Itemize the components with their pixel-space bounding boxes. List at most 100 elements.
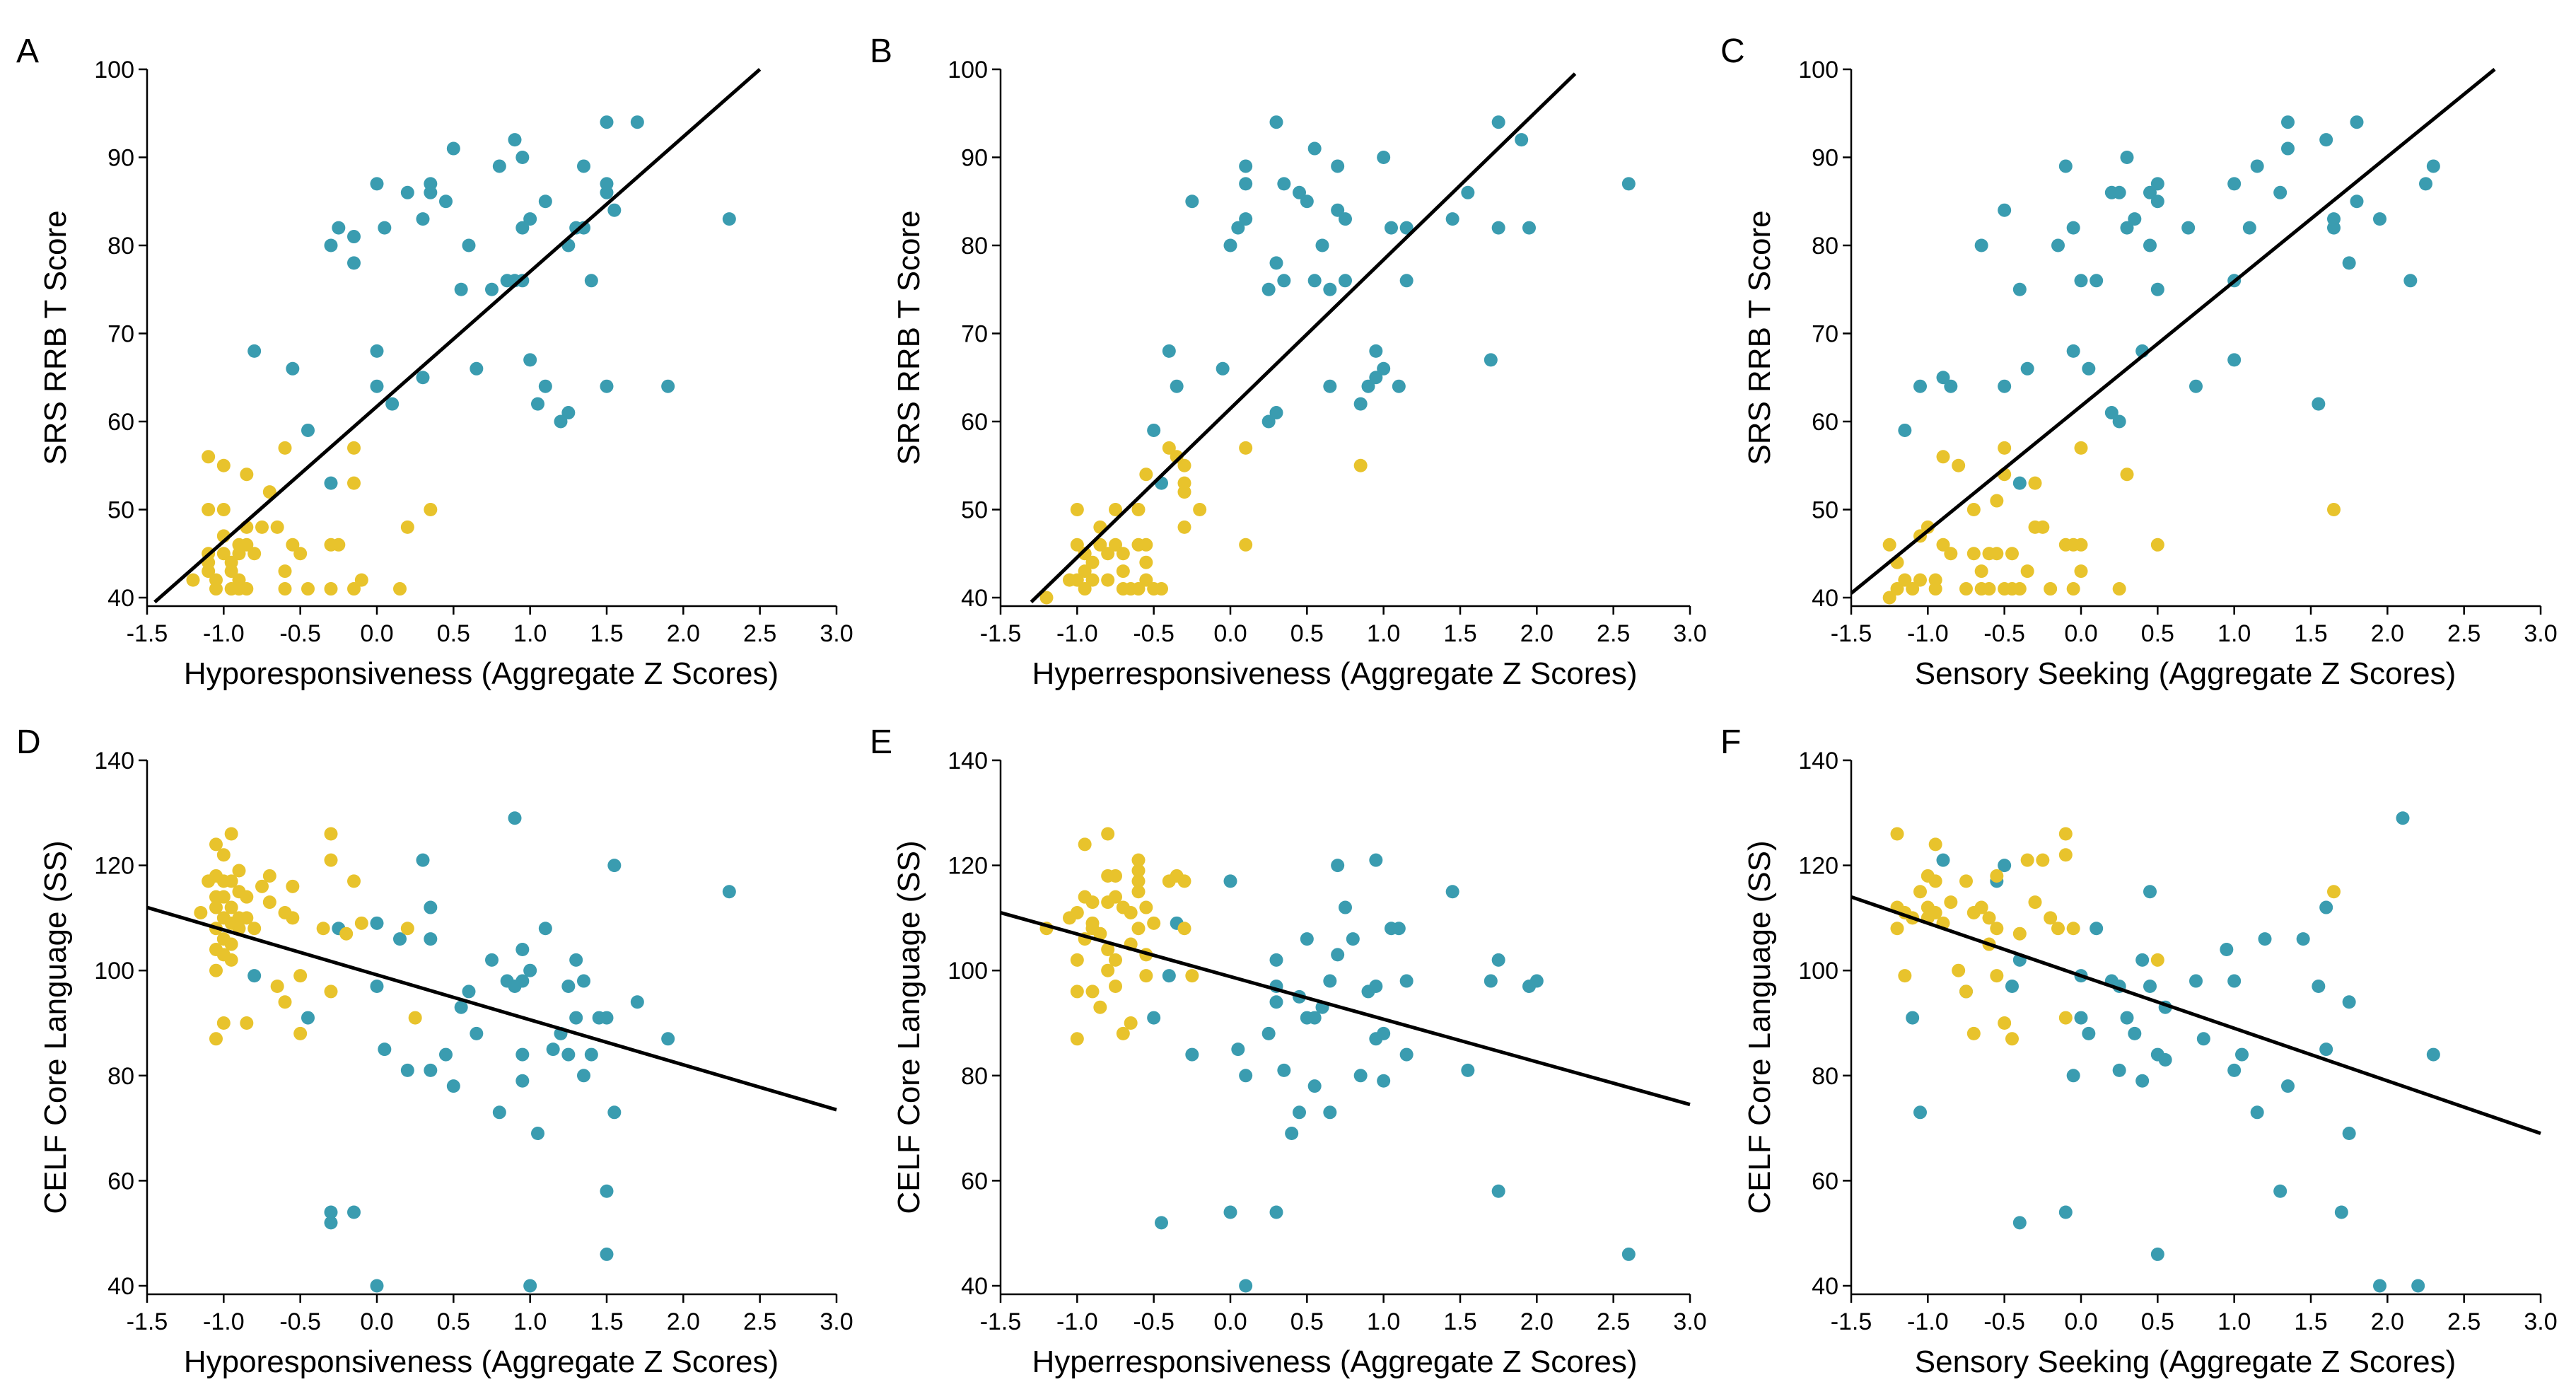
data-point-yellow [1177,520,1191,534]
data-point-teal [1377,361,1391,376]
data-point-yellow [1966,1026,1981,1040]
data-point-teal [485,953,499,967]
data-point-teal [1461,185,1475,199]
data-point-teal [600,185,614,199]
data-point-teal [523,353,537,367]
data-point-teal [1621,1247,1636,1261]
data-point-teal [378,221,392,235]
data-point-yellow [1139,900,1153,914]
data-point-yellow [1085,555,1100,569]
data-point-yellow [247,922,262,936]
data-point-teal [424,900,438,914]
data-point-yellow [1882,591,1896,605]
data-point-teal [538,194,552,209]
data-point-yellow [1070,503,1084,516]
x-tick-label: -0.5 [279,620,321,647]
data-point-yellow [1990,547,2004,561]
data-point-teal [554,414,568,429]
data-point-teal [424,932,438,946]
x-tick-label: -1.5 [980,620,1022,647]
x-tick-label: 1.0 [513,1308,547,1335]
data-point-teal [531,397,544,411]
data-point-yellow [224,900,238,914]
data-point-yellow [339,927,354,941]
data-point-teal [630,115,644,129]
y-tick-label: 60 [961,1168,988,1195]
data-point-yellow [2066,922,2080,936]
data-point-yellow [1990,494,2004,508]
data-point-yellow [1944,547,1958,561]
data-point-yellow [1177,458,1191,472]
data-point-yellow [2058,848,2073,862]
data-point-yellow [1131,503,1146,516]
panel-letter: B [870,33,892,70]
data-point-yellow [1177,485,1191,499]
data-point-teal [584,1047,598,1062]
data-point-yellow [293,969,308,983]
data-point-teal [2012,476,2027,490]
data-point-yellow [1101,573,1115,587]
data-point-teal [2426,1047,2440,1062]
data-point-teal [2058,159,2073,173]
y-tick-label: 40 [107,1273,134,1300]
data-point-teal [370,1279,384,1293]
data-point-teal [577,159,590,173]
data-point-yellow [1124,1016,1138,1030]
y-tick-label: 120 [1798,853,1838,880]
y-tick-label: 120 [948,853,988,880]
x-tick-label: 2.5 [743,620,776,647]
data-point-yellow [1070,573,1084,587]
data-point-yellow [2074,564,2088,579]
x-axis-title: Sensory Seeking (Aggregate Z Scores) [1915,656,2456,691]
data-point-teal [600,115,614,129]
data-point-teal [1269,256,1283,270]
data-point-yellow [2036,853,2050,867]
data-point-teal [400,1063,414,1077]
data-point-teal [1515,133,1529,147]
data-point-yellow [1139,573,1153,587]
y-tick-label: 80 [107,233,134,260]
data-point-yellow [216,848,231,862]
data-point-teal [2150,194,2164,209]
data-point-yellow [1131,922,1146,936]
data-point-yellow [216,1016,231,1030]
data-point-teal [2227,353,2242,367]
x-tick-label: 3.0 [2524,620,2557,647]
data-point-teal [661,1032,675,1046]
data-point-teal [1445,212,1459,226]
data-point-teal [370,916,384,930]
data-point-teal [370,344,384,358]
data-point-teal [607,203,622,217]
data-point-teal [584,274,598,288]
data-point-yellow [1116,547,1130,561]
data-point-teal [2373,1279,2386,1293]
data-point-teal [1377,151,1391,164]
data-point-yellow [2012,927,2027,941]
data-point-teal [2112,1063,2126,1077]
y-axis-title: CELF Core Language (SS) [892,840,926,1214]
data-point-teal [1239,1279,1253,1293]
data-point-yellow [270,979,284,993]
data-point-yellow [255,520,269,534]
data-point-yellow [1109,890,1122,904]
data-point-teal [1522,221,1536,235]
data-point-teal [2319,900,2333,914]
data-point-teal [515,942,530,956]
data-point-yellow [232,547,246,561]
panel-letter: E [870,724,892,761]
data-point-yellow [1177,874,1191,888]
panel-a: A -1.5 -1.0 -0.5 0.0 0.5 1.0 1.5 2.0 2.5 3.0 40 50 60… [16,33,853,691]
data-point-yellow [400,922,414,936]
data-point-teal [462,984,476,999]
data-point-teal [2242,221,2256,235]
data-point-teal [1239,1069,1253,1083]
data-point-teal [2426,159,2440,173]
data-point-teal [1239,159,1253,173]
data-point-teal [1998,203,2012,217]
data-point-yellow [247,547,262,561]
data-point-teal [538,379,552,393]
data-point-teal [515,1074,530,1088]
panel-letter: F [1720,724,1741,761]
x-tick-label: 2.5 [2447,1308,2481,1335]
data-point-teal [515,974,530,988]
